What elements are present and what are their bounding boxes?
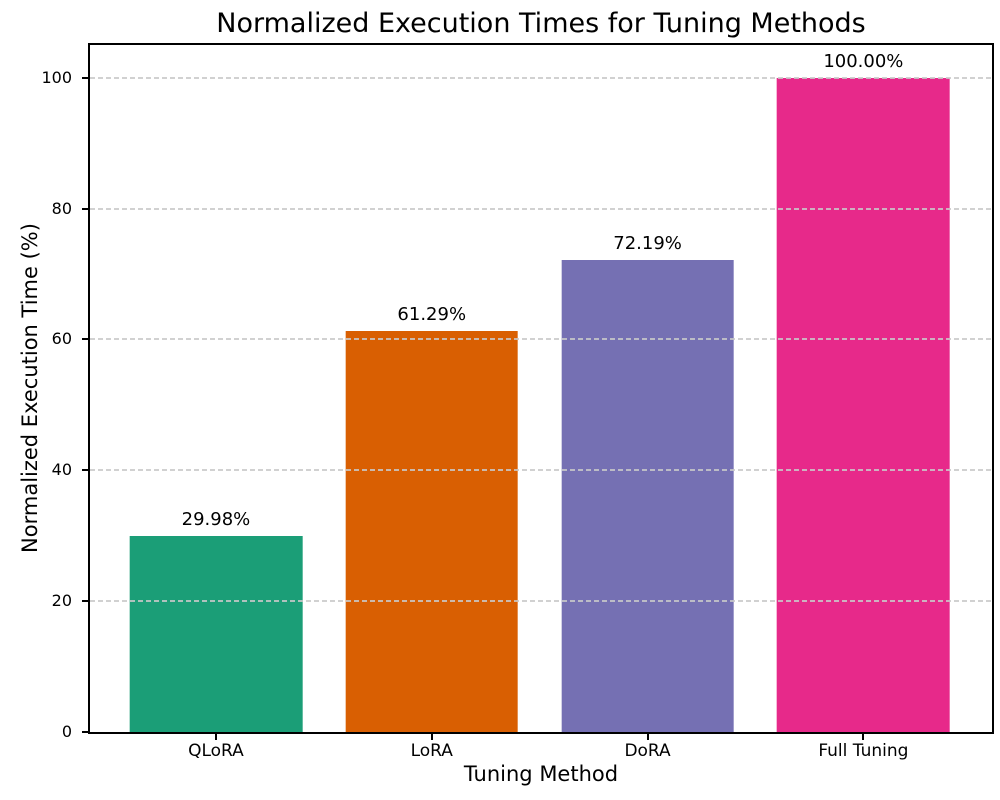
y-tick-mark bbox=[82, 207, 88, 210]
x-tick-label: Full Tuning bbox=[818, 741, 909, 761]
bar-slot-dora: 72.19% DoRA bbox=[540, 45, 756, 761]
y-tick-mark bbox=[82, 600, 88, 603]
bar-slot-lora: 61.29% LoRA bbox=[324, 45, 540, 761]
bar bbox=[777, 77, 950, 732]
bar-value-label: 29.98% bbox=[181, 508, 251, 530]
y-tick-mark bbox=[82, 338, 88, 341]
bar-value-label: 72.19% bbox=[613, 232, 682, 254]
y-tick-mark bbox=[82, 469, 88, 472]
x-tick-mark bbox=[214, 734, 217, 740]
plot-area: 29.98% QLoRA 61.29% LoRA 72.19% DoRA 100.00% Fu… bbox=[88, 43, 994, 761]
bar bbox=[345, 331, 519, 732]
y-tick-label: 0 bbox=[61, 722, 72, 741]
gridline-20 bbox=[90, 600, 992, 603]
x-tick-mark bbox=[430, 734, 433, 740]
y-tick-label: 60 bbox=[51, 329, 72, 349]
y-tick-label: 100 bbox=[41, 67, 72, 87]
bar-slot-qlora: 29.98% QLoRA bbox=[108, 45, 324, 761]
bar-value-label: 100.00% bbox=[823, 50, 904, 72]
bar bbox=[129, 535, 303, 732]
y-tick-label: 40 bbox=[51, 460, 72, 480]
y-tick-mark bbox=[82, 76, 88, 79]
x-tick-label: DoRA bbox=[624, 741, 671, 761]
gridline-80 bbox=[90, 207, 992, 210]
gridline-60 bbox=[90, 338, 992, 341]
bar-value-label: 61.29% bbox=[397, 304, 467, 325]
bar-slot-full-tuning: 100.00% Full Tuning bbox=[755, 45, 971, 761]
x-tick-label: LoRA bbox=[410, 741, 453, 761]
gridline-100 bbox=[90, 76, 992, 79]
x-axis-label: Tuning Method bbox=[463, 762, 619, 786]
x-tick-label: QLoRA bbox=[188, 741, 244, 761]
x-tick-mark bbox=[862, 734, 865, 740]
y-tick-mark bbox=[82, 731, 88, 733]
x-tick-mark bbox=[646, 734, 649, 740]
y-tick-label: 80 bbox=[51, 198, 72, 218]
y-axis: 0 20 40 60 80 100 bbox=[0, 45, 88, 741]
y-tick-label: 20 bbox=[51, 591, 72, 611]
chart-title: Normalized Execution Times for Tuning Me… bbox=[216, 8, 866, 39]
bar bbox=[561, 259, 734, 732]
bars-container: 29.98% QLoRA 61.29% LoRA 72.19% DoRA 100.00% Fu… bbox=[90, 45, 992, 761]
gridline-40 bbox=[90, 469, 992, 472]
